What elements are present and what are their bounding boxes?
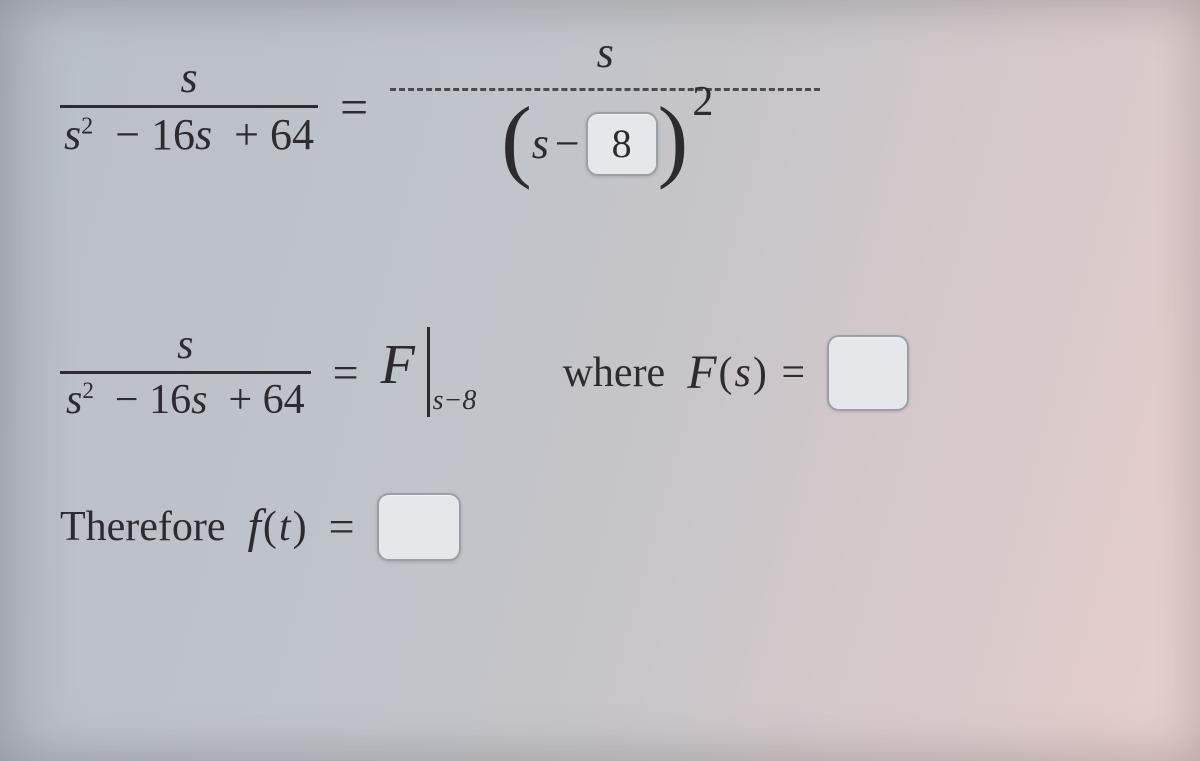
var-s: s [735, 349, 751, 397]
sub-shift: 8 [462, 385, 476, 416]
equals-sign: = [329, 500, 355, 553]
math-worksheet: s s2 − 16s + 64 = s ( s − 8 [60, 20, 1160, 741]
substitution-F: F s−8 [381, 333, 541, 413]
coef-16: 16 [149, 377, 191, 423]
substitution-subscript: s−8 [433, 385, 477, 417]
var-s: s [532, 121, 549, 167]
eq1-right-denominator: ( s − 8 ) 2 [495, 91, 715, 183]
where-label: where [563, 349, 666, 397]
equals-sign: = [340, 78, 368, 136]
eq2-answer-box[interactable] [827, 335, 909, 411]
equation-1: s s2 − 16s + 64 = s ( s − 8 [60, 30, 1160, 183]
therefore-label: Therefore [60, 503, 226, 551]
eq2-left-numerator: s [171, 323, 199, 371]
equation-3: Therefore f ( t ) = [60, 493, 1160, 561]
var-t: t [279, 503, 291, 551]
eq2-left-denominator: s2 − 16s + 64 [60, 374, 311, 422]
var-s: s [191, 377, 207, 423]
f-of-t: f ( t ) [248, 499, 307, 554]
factored-denominator: ( s − 8 ) 2 [501, 109, 709, 178]
paren-close: ) [293, 503, 307, 551]
paren-open: ( [719, 349, 733, 397]
eq1-right-numerator: s [591, 30, 620, 88]
equals-sign: = [333, 346, 359, 399]
evaluation-bar-icon [427, 327, 430, 417]
capital-F: F [381, 334, 415, 396]
eq2-left-fraction: s s2 − 16s + 64 [60, 323, 311, 422]
var-s: s [64, 110, 81, 159]
minus-sign: − [555, 121, 580, 167]
paren-close: ) [658, 105, 689, 174]
exponent-2: 2 [692, 80, 713, 124]
paren-close: ) [753, 349, 767, 397]
eq1-answer-box[interactable]: 8 [586, 112, 658, 176]
const-64: 64 [263, 377, 305, 423]
equals-sign: = [781, 349, 805, 397]
eq1-left-numerator: s [176, 55, 201, 105]
const-64: 64 [270, 110, 314, 159]
capital-F: F [687, 345, 716, 400]
lowercase-f: f [248, 499, 261, 554]
eq3-answer-box[interactable] [377, 493, 461, 561]
where-F-of-s: F ( s ) = [687, 345, 805, 400]
eq1-left-denominator: s2 − 16s + 64 [60, 108, 318, 158]
paren-open: ( [263, 503, 277, 551]
eq1-left-fraction: s s2 − 16s + 64 [60, 55, 318, 158]
var-s: s [66, 377, 82, 423]
equation-2: s s2 − 16s + 64 = F s−8 where F ( s ) [60, 323, 1160, 422]
eq1-right-fraction: s ( s − 8 ) 2 [390, 30, 820, 183]
sub-var: s [433, 385, 444, 416]
var-s: s [195, 110, 212, 159]
coef-16: 16 [151, 110, 195, 159]
paren-open: ( [501, 105, 532, 174]
